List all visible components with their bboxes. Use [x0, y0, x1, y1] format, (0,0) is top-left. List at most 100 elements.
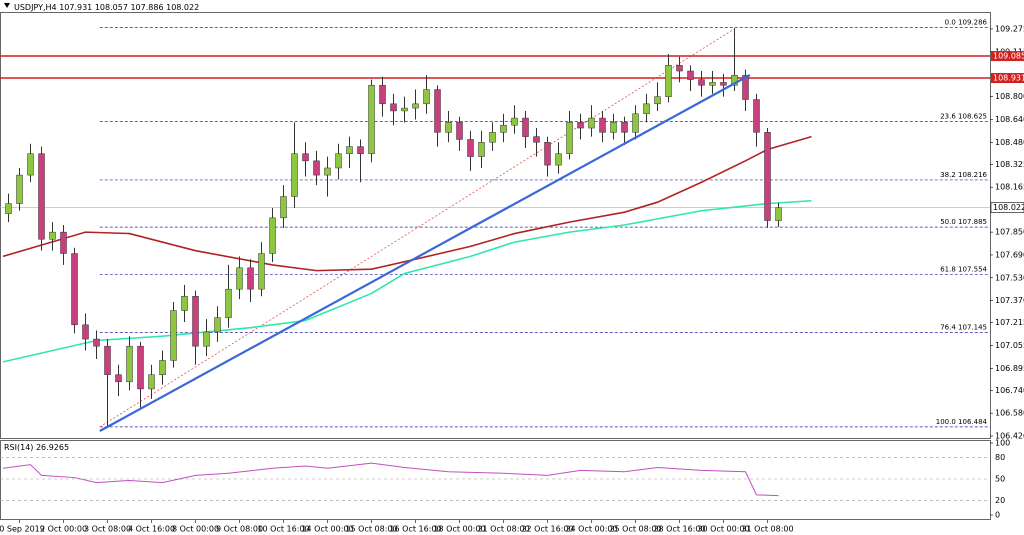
- x-tick-label: 18 Oct 00:00: [433, 525, 485, 534]
- candle-body: [357, 146, 364, 154]
- rsi-tick-label: 50: [995, 475, 1005, 484]
- x-tick-label: 9 Oct 08:00: [216, 525, 263, 534]
- candle-body: [533, 136, 540, 143]
- candle-body: [687, 70, 694, 80]
- candle-body: [775, 207, 782, 221]
- candle-body: [456, 122, 463, 140]
- candle-body: [302, 153, 309, 162]
- candle-body: [742, 75, 749, 100]
- x-tick-label: 31 Oct 08:00: [741, 525, 793, 534]
- fib-price: 109.286: [958, 18, 987, 26]
- candle-body: [247, 267, 254, 290]
- candle-body: [126, 345, 133, 383]
- x-tick-label: 3 Oct 08:00: [84, 525, 131, 534]
- quote-low: 107.886: [130, 3, 163, 12]
- candle-body: [368, 85, 375, 154]
- candle-body: [291, 153, 298, 197]
- candle-body: [71, 253, 78, 326]
- candle-body: [335, 153, 342, 169]
- fib-label: 23.6 108.625: [940, 113, 987, 121]
- candle-body: [698, 79, 705, 86]
- y-tick-label: 107.055: [995, 341, 1024, 350]
- fib-price: 107.554: [958, 265, 987, 273]
- rsi-last: 26.9265: [36, 443, 69, 452]
- fib-ratio: 76.4: [940, 324, 956, 332]
- fib-label: 61.8 107.554: [940, 265, 987, 273]
- candle-body: [313, 160, 320, 176]
- candle-body: [324, 167, 331, 176]
- level-label: 108.931: [993, 74, 1024, 83]
- fib-ratio: 0.0: [945, 18, 956, 26]
- current-price-label: 108.022: [993, 203, 1024, 212]
- quote-close: 108.022: [166, 3, 199, 12]
- y-tick-label: 106.895: [995, 364, 1024, 373]
- candle-body: [478, 142, 485, 157]
- candle-body: [148, 374, 155, 390]
- fib-price: 108.625: [958, 113, 987, 121]
- y-tick-label: 108.165: [995, 183, 1024, 192]
- candle-body: [192, 296, 199, 347]
- y-tick-label: 106.580: [995, 409, 1024, 418]
- candle-body: [16, 174, 23, 204]
- candle-body: [159, 360, 166, 375]
- candle-body: [49, 231, 56, 240]
- candle-body: [181, 296, 188, 311]
- x-tick-label: 15 Oct 08:00: [345, 525, 397, 534]
- x-tick-label: 14 Oct 00:00: [301, 525, 353, 534]
- fib-label: 100.0 106.484: [936, 418, 988, 426]
- candle-body: [709, 82, 716, 86]
- y-tick-label: 106.420: [995, 432, 1024, 441]
- candle-body: [236, 267, 243, 290]
- level-label: 109.085: [993, 52, 1024, 61]
- candle-body: [489, 132, 496, 143]
- candle-body: [225, 288, 232, 318]
- x-tick-label: 28 Oct 16:00: [653, 525, 705, 534]
- x-tick-label: 24 Oct 00:00: [565, 525, 617, 534]
- candle-body: [104, 345, 111, 375]
- candle-body: [412, 103, 419, 109]
- fib-label: 38.2 108.216: [940, 171, 987, 179]
- candle-body: [511, 117, 518, 126]
- fib-price: 107.885: [958, 218, 987, 226]
- fib-line: [99, 27, 737, 428]
- candle-body: [27, 153, 34, 176]
- fib-price: 107.145: [958, 324, 987, 332]
- fib-ratio: 38.2: [940, 171, 956, 179]
- symbol: USDJPY,H4: [14, 3, 57, 12]
- y-tick-label: 107.850: [995, 228, 1024, 237]
- rsi-tick-label: 20: [995, 496, 1005, 505]
- fib-price: 108.216: [958, 171, 987, 179]
- rsi-title: RSI(14) 26.9265: [4, 443, 69, 452]
- candle-body: [676, 65, 683, 72]
- candle-body: [764, 132, 771, 221]
- candle-body: [654, 96, 661, 105]
- title: USDJPY,H4 107.931 108.057 107.886 108.02…: [14, 3, 199, 12]
- candle-body: [610, 122, 617, 133]
- trendline: [99, 74, 751, 432]
- moving-average: [2, 199, 812, 363]
- candle-body: [720, 82, 727, 86]
- candle-body: [566, 122, 573, 154]
- candle-body: [599, 117, 606, 133]
- candle-body: [280, 196, 287, 219]
- candle-body: [555, 153, 562, 166]
- quote-open: 107.931: [59, 3, 92, 12]
- candle-body: [93, 338, 100, 347]
- candle-body: [621, 122, 628, 133]
- candle-body: [346, 146, 353, 154]
- y-tick-label: 108.800: [995, 92, 1024, 101]
- candle-body: [258, 253, 265, 290]
- x-tick-label: 4 Oct 16:00: [128, 525, 175, 534]
- x-tick-label: 8 Oct 00:00: [172, 525, 219, 534]
- quote-high: 108.057: [95, 3, 128, 12]
- candle-body: [5, 203, 12, 214]
- y-tick-label: 107.690: [995, 250, 1024, 259]
- candle-body: [588, 117, 595, 129]
- candle-body: [137, 345, 144, 390]
- candle-body: [445, 122, 452, 133]
- y-tick-label: 107.370: [995, 296, 1024, 305]
- rsi-line: [2, 462, 779, 497]
- candle-body: [731, 75, 738, 86]
- x-tick-label: 22 Oct 16:00: [521, 525, 573, 534]
